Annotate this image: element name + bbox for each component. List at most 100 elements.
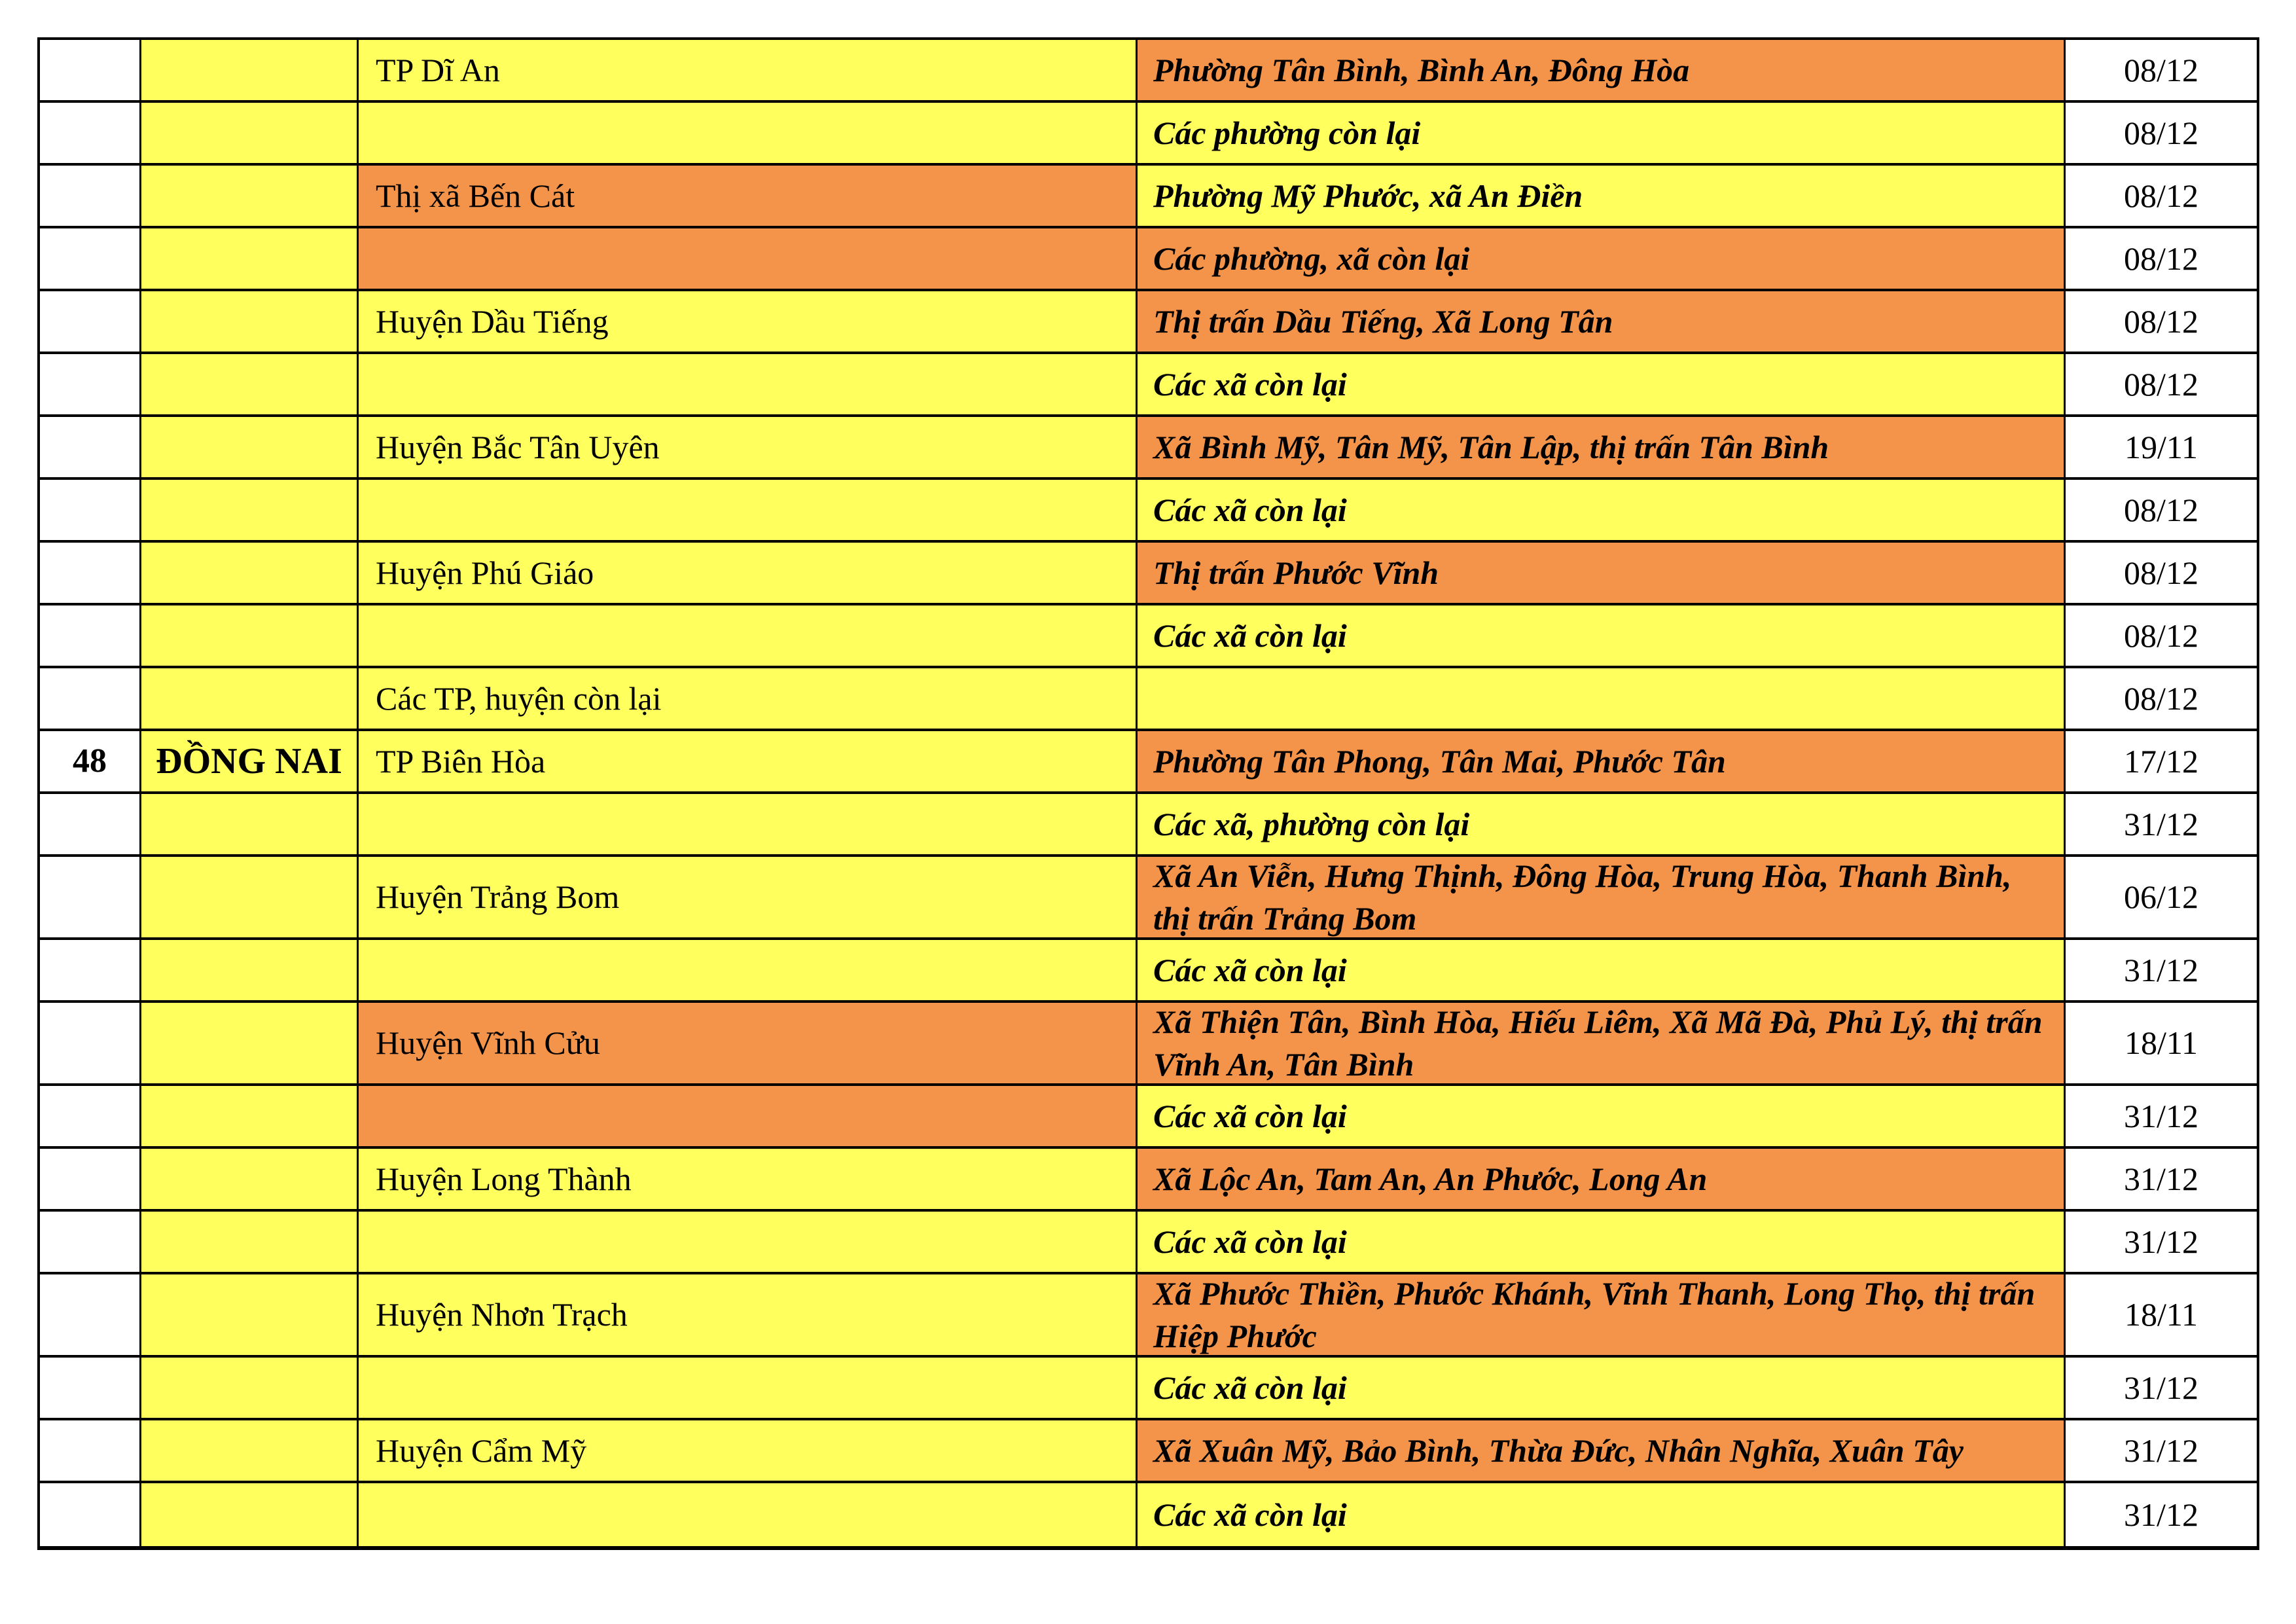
wards-cell: Phường Tân Bình, Bình An, Đông Hòa — [1138, 40, 2066, 100]
province-cell — [141, 480, 359, 540]
stt-cell — [40, 794, 141, 854]
wards-cell: Các phường còn lại — [1138, 103, 2066, 163]
district-cell — [359, 480, 1138, 540]
date-cell: 08/12 — [2066, 166, 2257, 226]
wards-cell: Các xã, phường còn lại — [1138, 794, 2066, 854]
province-cell — [141, 940, 359, 1000]
district-cell — [359, 605, 1138, 666]
province-cell — [141, 291, 359, 352]
date-cell: 06/12 — [2066, 857, 2257, 937]
date-cell: 31/12 — [2066, 1149, 2257, 1209]
wards-cell: Các xã còn lại — [1138, 940, 2066, 1000]
district-cell — [359, 1086, 1138, 1146]
table-row: Các xã còn lại 31/12 — [40, 1483, 2257, 1546]
province-cell — [141, 1149, 359, 1209]
date-cell: 08/12 — [2066, 543, 2257, 603]
table-row: Các phường còn lại 08/12 — [40, 103, 2257, 166]
district-cell — [359, 1483, 1138, 1546]
stt-cell — [40, 1086, 141, 1146]
province-cell — [141, 1358, 359, 1418]
date-cell: 08/12 — [2066, 103, 2257, 163]
district-cell: Huyện Cẩm Mỹ — [359, 1420, 1138, 1481]
district-cell: Huyện Vĩnh Cửu — [359, 1003, 1138, 1083]
stt-cell — [40, 940, 141, 1000]
table-row: Huyện Long Thành Xã Lộc An, Tam An, An P… — [40, 1149, 2257, 1212]
date-cell: 31/12 — [2066, 1483, 2257, 1546]
date-cell: 08/12 — [2066, 228, 2257, 289]
stt-cell — [40, 1212, 141, 1272]
district-cell — [359, 940, 1138, 1000]
wards-cell: Xã An Viễn, Hưng Thịnh, Đông Hòa, Trung … — [1138, 857, 2066, 937]
stt-cell — [40, 40, 141, 100]
wards-cell: Các xã còn lại — [1138, 605, 2066, 666]
date-cell: 08/12 — [2066, 605, 2257, 666]
wards-cell: Xã Xuân Mỹ, Bảo Bình, Thừa Đức, Nhân Ngh… — [1138, 1420, 2066, 1481]
stt-cell — [40, 417, 141, 477]
stt-cell — [40, 668, 141, 729]
date-cell: 31/12 — [2066, 1086, 2257, 1146]
stt-cell — [40, 354, 141, 414]
stt-cell — [40, 857, 141, 937]
date-cell: 18/11 — [2066, 1274, 2257, 1355]
district-cell — [359, 794, 1138, 854]
date-cell: 17/12 — [2066, 731, 2257, 791]
date-cell: 19/11 — [2066, 417, 2257, 477]
date-cell: 31/12 — [2066, 940, 2257, 1000]
table-row: Huyện Phú Giáo Thị trấn Phước Vĩnh 08/12 — [40, 543, 2257, 605]
district-cell: TP Biên Hòa — [359, 731, 1138, 791]
date-cell: 31/12 — [2066, 1420, 2257, 1481]
date-cell: 08/12 — [2066, 354, 2257, 414]
province-cell: ĐỒNG NAI — [141, 731, 359, 791]
district-cell: Huyện Nhơn Trạch — [359, 1274, 1138, 1355]
province-schedule-table: TP Dĩ An Phường Tân Bình, Bình An, Đông … — [37, 37, 2259, 1550]
stt-cell — [40, 605, 141, 666]
district-cell: Thị xã Bến Cát — [359, 166, 1138, 226]
district-cell — [359, 103, 1138, 163]
wards-cell — [1138, 668, 2066, 729]
table-row: Huyện Bắc Tân Uyên Xã Bình Mỹ, Tân Mỹ, T… — [40, 417, 2257, 480]
wards-cell: Các phường, xã còn lại — [1138, 228, 2066, 289]
table-row: Huyện Nhơn Trạch Xã Phước Thiền, Phước K… — [40, 1274, 2257, 1358]
wards-cell: Xã Bình Mỹ, Tân Mỹ, Tân Lập, thị trấn Tâ… — [1138, 417, 2066, 477]
district-cell: Huyện Bắc Tân Uyên — [359, 417, 1138, 477]
table-row: Các xã, phường còn lại 31/12 — [40, 794, 2257, 857]
stt-cell — [40, 1358, 141, 1418]
table-row: Các xã còn lại 31/12 — [40, 1358, 2257, 1420]
wards-cell: Phường Mỹ Phước, xã An Điền — [1138, 166, 2066, 226]
wards-cell: Xã Lộc An, Tam An, An Phước, Long An — [1138, 1149, 2066, 1209]
wards-cell: Các xã còn lại — [1138, 354, 2066, 414]
wards-cell: Các xã còn lại — [1138, 480, 2066, 540]
stt-cell — [40, 1420, 141, 1481]
table-row: Huyện Dầu Tiếng Thị trấn Dầu Tiếng, Xã L… — [40, 291, 2257, 354]
wards-cell: Các xã còn lại — [1138, 1086, 2066, 1146]
stt-cell — [40, 291, 141, 352]
stt-cell — [40, 103, 141, 163]
district-cell — [359, 354, 1138, 414]
province-cell — [141, 543, 359, 603]
table-row: Các xã còn lại 08/12 — [40, 354, 2257, 417]
district-cell — [359, 1212, 1138, 1272]
date-cell: 31/12 — [2066, 1358, 2257, 1418]
province-cell — [141, 794, 359, 854]
wards-cell: Phường Tân Phong, Tân Mai, Phước Tân — [1138, 731, 2066, 791]
stt-cell — [40, 1483, 141, 1546]
stt-cell — [40, 228, 141, 289]
wards-cell: Các xã còn lại — [1138, 1212, 2066, 1272]
date-cell: 31/12 — [2066, 1212, 2257, 1272]
district-cell: Huyện Trảng Bom — [359, 857, 1138, 937]
date-cell: 31/12 — [2066, 794, 2257, 854]
table-row: Các xã còn lại 31/12 — [40, 1212, 2257, 1274]
province-cell — [141, 1274, 359, 1355]
wards-cell: Các xã còn lại — [1138, 1358, 2066, 1418]
table-row: Huyện Trảng Bom Xã An Viễn, Hưng Thịnh, … — [40, 857, 2257, 940]
district-cell: Huyện Long Thành — [359, 1149, 1138, 1209]
table-row: TP Dĩ An Phường Tân Bình, Bình An, Đông … — [40, 40, 2257, 103]
stt-cell — [40, 1003, 141, 1083]
stt-cell — [40, 166, 141, 226]
stt-cell — [40, 1149, 141, 1209]
province-cell — [141, 354, 359, 414]
table-row: Các TP, huyện còn lại 08/12 — [40, 668, 2257, 731]
wards-cell: Thị trấn Dầu Tiếng, Xã Long Tân — [1138, 291, 2066, 352]
province-cell — [141, 1483, 359, 1546]
wards-cell: Xã Phước Thiền, Phước Khánh, Vĩnh Thanh,… — [1138, 1274, 2066, 1355]
